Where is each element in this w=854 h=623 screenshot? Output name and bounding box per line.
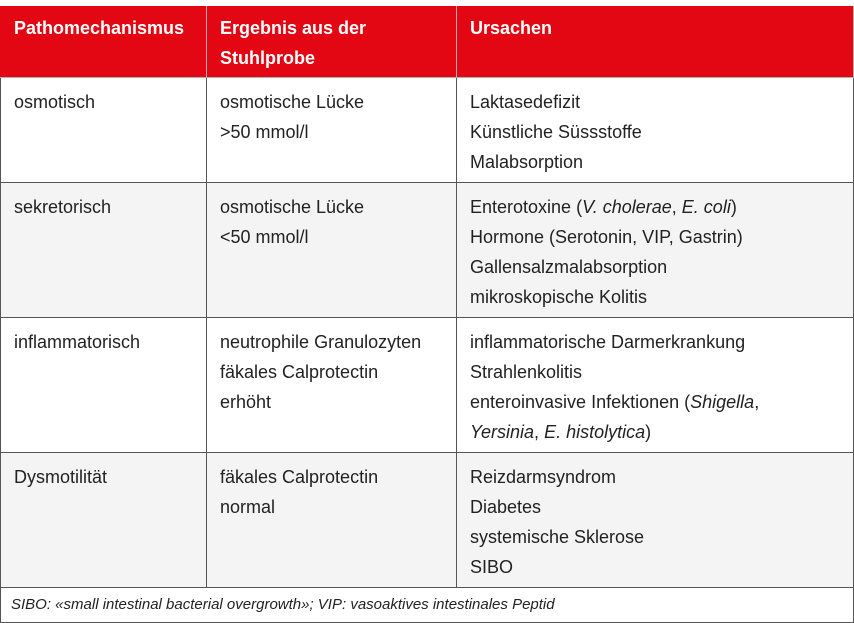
causes-line: mikroskopische Kolitis <box>470 282 840 312</box>
result-cell: fäkales Calprotectin normal <box>206 452 457 588</box>
text-segment: erhöht <box>220 392 272 412</box>
text-segment: ) <box>730 197 737 217</box>
text-segment: Strahlenkolitis <box>470 362 583 382</box>
mechanism-cell: Dysmotilität <box>0 452 207 588</box>
result-line: >50 mmol/l <box>220 117 443 147</box>
result-line: fäkales Calprotectin <box>220 462 443 492</box>
result-line: neutrophile Granulozyten <box>220 327 443 357</box>
text-segment: SIBO <box>470 557 514 577</box>
header-row: Pathomechanismus Ergebnis aus der Stuhlp… <box>0 6 854 78</box>
result-line: erhöht <box>220 387 443 417</box>
causes-line: Malabsorption <box>470 147 840 177</box>
table-row: sekretorisch osmotische Lücke <50 mmol/l En… <box>0 182 854 318</box>
causes-line: Enterotoxine (V. cholerae, E. coli) <box>470 192 840 222</box>
table-row: inflammatorisch neutrophile Granulozyten f… <box>0 317 854 453</box>
mechanism-cell: sekretorisch <box>0 182 207 318</box>
text-segment: ) <box>645 422 652 442</box>
italic-term: E. coli <box>681 197 731 217</box>
result-line: osmotische Lücke <box>220 192 443 222</box>
text-segment: Laktasedefizit <box>470 92 581 112</box>
result-cell: osmotische Lücke <50 mmol/l <box>206 182 457 318</box>
text-segment: Diabetes <box>470 497 542 517</box>
header-result: Ergebnis aus der Stuhlprobe <box>206 6 457 78</box>
table-row: Dysmotilität fäkales Calprotectin normal Re… <box>0 452 854 588</box>
text-segment: osmotische Lücke <box>220 92 365 112</box>
causes-line: systemische Sklerose <box>470 522 840 552</box>
text-segment: fäkales Calprotectin <box>220 362 379 382</box>
header-causes: Ursachen <box>456 6 854 78</box>
header-mechanism: Pathomechanismus <box>0 6 207 78</box>
text-segment: fäkales Calprotectin <box>220 467 379 487</box>
causes-cell: inflammatorische Darmerkrankung Strahlenk… <box>456 317 854 453</box>
text-segment: , <box>671 197 682 217</box>
causes-line: Hormone (Serotonin, VIP, Gastrin) <box>470 222 840 252</box>
text-segment: Reizdarmsyndrom <box>470 467 617 487</box>
mechanism-cell: inflammatorisch <box>0 317 207 453</box>
causes-line: Künstliche Süssstoffe <box>470 117 840 147</box>
causes-line: Diabetes <box>470 492 840 522</box>
causes-cell: Enterotoxine (V. cholerae, E. coli) Hormo… <box>456 182 854 318</box>
text-segment: Enterotoxine ( <box>470 197 583 217</box>
causes-line: Reizdarmsyndrom <box>470 462 840 492</box>
diarrhea-mechanism-table: Pathomechanismus Ergebnis aus der Stuhlp… <box>0 6 854 623</box>
footnote: SIBO: «small intestinal bacterial overgr… <box>0 587 854 623</box>
text-segment: Hormone (Serotonin, VIP, Gastrin) <box>470 227 743 247</box>
text-segment: , <box>534 422 545 442</box>
causes-line: Strahlenkolitis <box>470 357 840 387</box>
text-segment: inflammatorische Darmerkrankung <box>470 332 746 352</box>
text-segment: neutrophile Granulozyten <box>220 332 422 352</box>
result-line: normal <box>220 492 443 522</box>
result-line: fäkales Calprotectin <box>220 357 443 387</box>
causes-line: inflammatorische Darmerkrankung <box>470 327 840 357</box>
text-segment: <50 mmol/l <box>220 227 309 247</box>
mechanism-cell: osmotisch <box>0 77 207 183</box>
result-line: <50 mmol/l <box>220 222 443 252</box>
causes-line: Laktasedefizit <box>470 87 840 117</box>
result-line: osmotische Lücke <box>220 87 443 117</box>
causes-cell: Reizdarmsyndrom Diabetes systemische Skler… <box>456 452 854 588</box>
italic-term: V. cholerae <box>582 197 672 217</box>
text-segment: osmotische Lücke <box>220 197 365 217</box>
causes-line: Gallensalzmalabsorption <box>470 252 840 282</box>
text-segment: , <box>754 392 760 412</box>
causes-line: enteroinvasive Infektionen (Shigella, <box>470 387 840 417</box>
causes-cell: Laktasedefizit Künstliche Süssstoffe Malab… <box>456 77 854 183</box>
text-segment: Gallensalzmalabsorption <box>470 257 668 277</box>
text-segment: normal <box>220 497 276 517</box>
result-cell: neutrophile Granulozyten fäkales Calprote… <box>206 317 457 453</box>
causes-line: SIBO <box>470 552 840 582</box>
text-segment: Malabsorption <box>470 152 584 172</box>
table-row: osmotisch osmotische Lücke >50 mmol/l Lakta… <box>0 77 854 183</box>
italic-term: E. histolytica <box>544 422 646 442</box>
text-segment: >50 mmol/l <box>220 122 309 142</box>
text-segment: mikroskopische Kolitis <box>470 287 648 307</box>
causes-line: Yersinia, E. histolytica) <box>470 417 840 447</box>
result-cell: osmotische Lücke >50 mmol/l <box>206 77 457 183</box>
italic-term: Shigella <box>690 392 755 412</box>
italic-term: Yersinia <box>470 422 535 442</box>
footnote-row: SIBO: «small intestinal bacterial overgr… <box>0 587 854 623</box>
text-segment: Künstliche Süssstoffe <box>470 122 642 142</box>
text-segment: enteroinvasive Infektionen ( <box>470 392 691 412</box>
text-segment: systemische Sklerose <box>470 527 645 547</box>
